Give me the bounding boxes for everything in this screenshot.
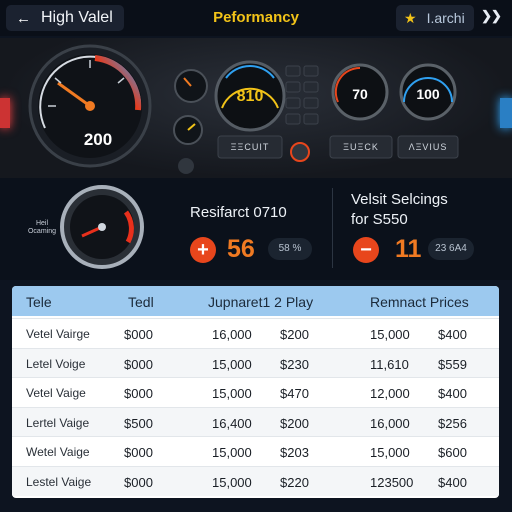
column-header[interactable]: Tele bbox=[26, 294, 52, 310]
column-header[interactable]: Remnact Prices bbox=[370, 294, 469, 310]
row-quantity-1: 15,000 bbox=[212, 386, 252, 401]
stats-divider bbox=[332, 188, 333, 268]
page-title: Peformancy bbox=[213, 9, 299, 26]
arrow-left-icon: ← bbox=[16, 9, 31, 27]
right-stat-chip: 23 6A4 bbox=[428, 238, 474, 260]
right-stat-title-line-2: for S550 bbox=[351, 211, 408, 228]
plus-icon[interactable]: + bbox=[190, 237, 216, 263]
search-button[interactable]: ★ Ι.archi bbox=[396, 5, 474, 31]
pricing-table: Tele Tedl Jupnaret1 2 Play Remnact Price… bbox=[12, 286, 499, 498]
row-quantity-1: 16,400 bbox=[212, 415, 252, 431]
table-row[interactable]: Wetel Vaige $000 15,000 $203 15,000 $600 bbox=[12, 436, 499, 466]
row-price-1: $203 bbox=[280, 445, 309, 460]
small-gauge-bottom bbox=[173, 115, 203, 145]
table-row[interactable]: Lertel Vaige $500 16,400 $200 16,000 $256 bbox=[12, 406, 499, 437]
back-button-label: High Valel bbox=[41, 9, 113, 26]
center-gauge-readout: 810 bbox=[236, 88, 264, 105]
row-quantity-2: 15,000 bbox=[370, 445, 410, 460]
row-label: Vetel Vaige bbox=[26, 386, 86, 400]
row-price-2: $600 bbox=[438, 445, 467, 460]
right-gauge-1-readout: 70 bbox=[352, 86, 368, 102]
back-button[interactable]: ← High Valel bbox=[6, 5, 124, 31]
mini-gauge bbox=[60, 185, 144, 269]
row-price: $000 bbox=[124, 356, 153, 372]
row-quantity-2: 16,000 bbox=[370, 415, 410, 431]
table-row[interactable]: Letel Voige $000 15,000 $230 11,610 $559 bbox=[12, 347, 499, 378]
table-row[interactable]: Lestel Vaige $000 15,000 $220 123500 $400 bbox=[12, 465, 499, 496]
right-gauge-1 bbox=[331, 63, 389, 121]
row-price-2: $400 bbox=[438, 474, 467, 490]
row-label: Lertel Vaige bbox=[26, 415, 90, 430]
row-price-1: $200 bbox=[280, 415, 309, 431]
row-price: $000 bbox=[124, 327, 153, 342]
row-quantity-2: 123500 bbox=[370, 474, 414, 490]
knob-center bbox=[290, 142, 310, 162]
control-button-label-2[interactable]: ΞUΞCK bbox=[343, 142, 379, 152]
row-price: $000 bbox=[124, 474, 153, 490]
row-quantity-2: 12,000 bbox=[370, 386, 410, 401]
row-quantity-1: 15,000 bbox=[212, 445, 252, 460]
row-price-1: $470 bbox=[280, 386, 309, 401]
small-gauge-top bbox=[174, 69, 208, 103]
row-price-2: $559 bbox=[438, 356, 467, 372]
dashboard-panel: 200 810 70 100 ΞΞCUIT ΞUΞCK ΛΞVIUS bbox=[0, 38, 512, 178]
column-header[interactable]: Jupnaret1 2 Play bbox=[208, 294, 314, 310]
row-label: Lestel Vaige bbox=[26, 474, 92, 489]
close-button[interactable]: ❯❯ bbox=[481, 8, 502, 23]
left-stat-value: 56 bbox=[227, 235, 255, 263]
control-button-label-3[interactable]: ΛΞVIUS bbox=[408, 142, 448, 152]
row-price: $000 bbox=[124, 445, 153, 460]
main-speedometer-gauge bbox=[28, 44, 152, 168]
warning-light-left bbox=[0, 98, 10, 128]
row-quantity-2: 11,610 bbox=[370, 356, 409, 372]
row-price-1: $230 bbox=[280, 356, 309, 372]
mini-gauge-label-line-1: Heil bbox=[35, 220, 49, 227]
table-row[interactable]: Vetel Vairge $000 16,000 $200 15,000 $400 bbox=[12, 318, 499, 348]
left-stat-title: Resifarct 0710 bbox=[190, 204, 287, 221]
right-gauge-2-readout: 100 bbox=[416, 86, 440, 102]
row-price: $000 bbox=[124, 386, 153, 401]
control-buttons bbox=[217, 65, 459, 159]
right-stat-title-line-1: Velsit Selcings bbox=[351, 191, 448, 208]
row-price-2: $400 bbox=[438, 386, 467, 401]
search-button-label: Ι.archi bbox=[426, 10, 465, 26]
mini-gauge-label-line-2: Ocaming bbox=[27, 228, 56, 235]
indicator-light-right bbox=[500, 98, 512, 128]
row-quantity-1: 16,000 bbox=[212, 327, 252, 342]
star-icon: ★ bbox=[404, 9, 417, 26]
row-price-2: $400 bbox=[438, 327, 467, 342]
right-gauge-2 bbox=[399, 63, 457, 121]
main-gauge-readout: 200 bbox=[83, 130, 113, 149]
center-gauge bbox=[214, 60, 286, 132]
row-price: $500 bbox=[124, 415, 153, 431]
table-row[interactable]: Vetel Vaige $000 15,000 $470 12,000 $400 bbox=[12, 377, 499, 407]
right-stat-value: 11 bbox=[395, 235, 422, 263]
control-button-label-1[interactable]: ΞΞCUIT bbox=[230, 142, 270, 152]
row-label: Letel Voige bbox=[26, 356, 86, 371]
row-label: Vetel Vairge bbox=[26, 327, 90, 341]
row-price-2: $256 bbox=[438, 415, 467, 431]
right-stat-title: Velsit Selcings for S550 bbox=[351, 190, 448, 230]
knob-left bbox=[178, 158, 194, 174]
table-header: Tele Tedl Jupnaret1 2 Play Remnact Price… bbox=[12, 286, 499, 316]
row-quantity-1: 15,000 bbox=[212, 474, 252, 490]
row-price-1: $220 bbox=[280, 474, 309, 490]
minus-icon[interactable]: − bbox=[353, 237, 379, 263]
mini-gauge-label: Heil Ocaming bbox=[24, 220, 60, 236]
row-label: Wetel Vaige bbox=[26, 445, 90, 459]
left-stat-chip: 58 % bbox=[268, 238, 312, 260]
top-bar: ← High Valel Peformancy ★ Ι.archi ❯❯ bbox=[0, 0, 512, 36]
row-quantity-1: 15,000 bbox=[212, 356, 252, 372]
row-quantity-2: 15,000 bbox=[370, 327, 410, 342]
column-header[interactable]: Tedl bbox=[128, 294, 154, 310]
dashboard-gauges bbox=[28, 44, 459, 174]
row-price-1: $200 bbox=[280, 327, 309, 342]
